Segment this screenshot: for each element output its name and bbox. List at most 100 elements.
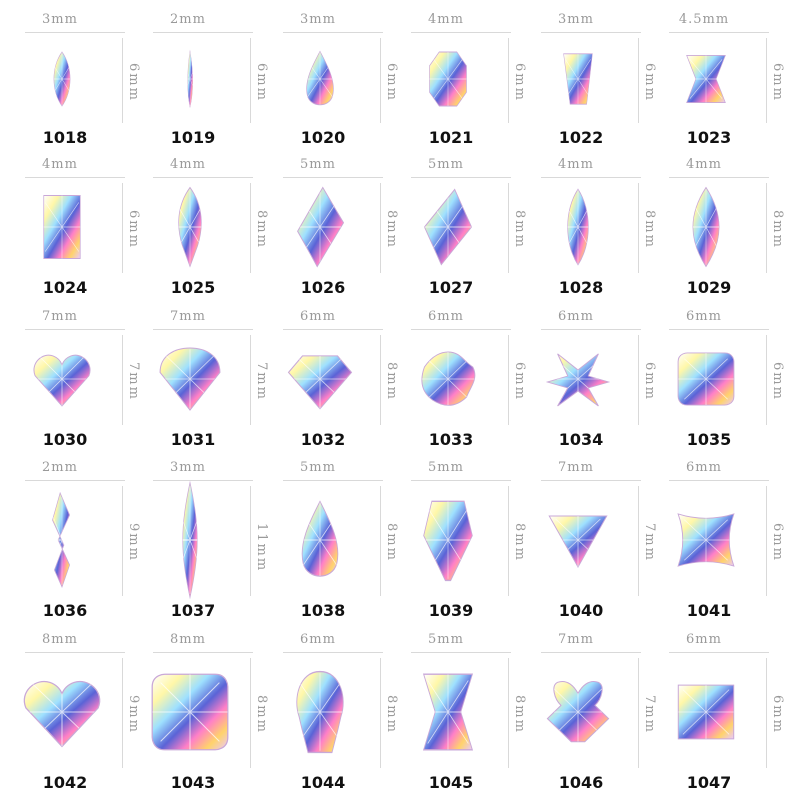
width-label: 5mm xyxy=(428,157,464,172)
width-label: 3mm xyxy=(42,12,78,27)
width-label: 7mm xyxy=(170,309,206,324)
width-guide-line xyxy=(411,32,511,33)
width-guide-line xyxy=(541,652,641,653)
rhinestone-concave-square-image xyxy=(677,512,735,567)
height-guide-line xyxy=(638,38,639,123)
gem-cell-1021: 4mm 6mm 1021 xyxy=(386,10,527,150)
width-label: 8mm xyxy=(170,632,206,647)
product-code: 1027 xyxy=(428,278,474,297)
product-code: 1043 xyxy=(170,773,216,792)
rhinestone-teardrop-image xyxy=(306,50,334,106)
product-code: 1047 xyxy=(686,773,732,792)
width-label: 2mm xyxy=(170,12,206,27)
gem-cell-1035: 6mm 6mm 1035 xyxy=(644,307,785,452)
width-label: 6mm xyxy=(686,309,722,324)
gem-cell-1036: 2mm 9mm 1036 xyxy=(0,458,141,623)
width-guide-line xyxy=(25,329,125,330)
width-label: 6mm xyxy=(300,309,336,324)
product-code: 1045 xyxy=(428,773,474,792)
height-guide-line xyxy=(508,38,509,123)
product-code: 1029 xyxy=(686,278,732,297)
product-code: 1035 xyxy=(686,430,732,449)
width-guide-line xyxy=(283,32,383,33)
height-guide-line xyxy=(508,486,509,596)
gem-cell-1039: 5mm 8mm 1039 xyxy=(386,458,527,623)
rhinestone-long-marquise-image xyxy=(182,480,198,599)
width-guide-line xyxy=(283,177,383,178)
product-code: 1038 xyxy=(300,601,346,620)
product-code: 1024 xyxy=(42,278,88,297)
height-guide-line xyxy=(250,486,251,596)
height-guide-line xyxy=(122,486,123,596)
height-guide-line xyxy=(380,183,381,273)
width-guide-line xyxy=(283,329,383,330)
height-guide-line xyxy=(380,658,381,768)
width-label: 8mm xyxy=(42,632,78,647)
rhinestone-rectangle-image xyxy=(43,194,81,259)
gem-cell-1018: 3mm 6mm 1018 xyxy=(0,10,141,150)
height-guide-line xyxy=(508,658,509,768)
height-guide-line xyxy=(250,38,251,123)
width-guide-line xyxy=(153,329,253,330)
gem-cell-1037: 3mm 11mm 1037 xyxy=(128,458,269,623)
width-guide-line xyxy=(541,32,641,33)
rhinestone-shield-image xyxy=(423,500,473,581)
gem-cell-1040: 7mm 7mm 1040 xyxy=(516,458,657,623)
width-label: 5mm xyxy=(428,632,464,647)
width-guide-line xyxy=(669,480,769,481)
rhinestone-kite-image xyxy=(297,186,345,267)
width-guide-line xyxy=(153,32,253,33)
rhinestone-square-image xyxy=(677,684,735,739)
product-code: 1018 xyxy=(42,128,88,147)
width-label: 4mm xyxy=(42,157,78,172)
height-guide-line xyxy=(380,335,381,425)
rhinestone-diamond-image xyxy=(287,354,353,409)
height-label: 6mm xyxy=(770,523,785,562)
gem-cell-1026: 5mm 8mm 1026 xyxy=(258,155,399,300)
product-code: 1034 xyxy=(558,430,604,449)
gem-cell-1032: 6mm 8mm 1032 xyxy=(258,307,399,452)
width-label: 3mm xyxy=(300,12,336,27)
height-guide-line xyxy=(250,183,251,273)
width-label: 4mm xyxy=(558,157,594,172)
width-label: 4mm xyxy=(686,157,722,172)
height-label: 6mm xyxy=(770,695,785,734)
rhinestone-triangle-drop-image xyxy=(159,346,221,411)
gem-cell-1028: 4mm 8mm 1028 xyxy=(516,155,657,300)
rhinestone-triangle-image xyxy=(548,515,608,568)
width-label: 6mm xyxy=(686,632,722,647)
rhinestone-hourglass-image xyxy=(686,55,726,103)
rhinestone-flower-image xyxy=(421,351,476,406)
gem-cell-1044: 6mm 8mm 1044 xyxy=(258,630,399,795)
product-code: 1042 xyxy=(42,773,88,792)
product-code: 1040 xyxy=(558,601,604,620)
gem-cell-1029: 4mm 8mm 1029 xyxy=(644,155,785,300)
width-label: 7mm xyxy=(42,309,78,324)
width-guide-line xyxy=(25,32,125,33)
width-guide-line xyxy=(411,329,511,330)
height-guide-line xyxy=(250,335,251,425)
width-guide-line xyxy=(411,177,511,178)
width-guide-line xyxy=(283,652,383,653)
gem-cell-1027: 5mm 8mm 1027 xyxy=(386,155,527,300)
width-guide-line xyxy=(25,480,125,481)
gem-cell-1046: 7mm 7mm 1046 xyxy=(516,630,657,795)
height-guide-line xyxy=(766,183,767,273)
height-guide-line xyxy=(508,183,509,273)
rhinestone-butterfly-image xyxy=(545,352,611,406)
width-label: 2mm xyxy=(42,460,78,475)
gem-cell-1034: 6mm 6mm 1034 xyxy=(516,307,657,452)
height-guide-line xyxy=(766,486,767,596)
width-guide-line xyxy=(25,177,125,178)
width-guide-line xyxy=(25,652,125,653)
width-guide-line xyxy=(153,177,253,178)
product-code: 1033 xyxy=(428,430,474,449)
width-guide-line xyxy=(153,480,253,481)
rhinestone-cushion-image xyxy=(677,351,735,406)
rhinestone-trapezoid-image xyxy=(563,53,593,105)
width-guide-line xyxy=(669,329,769,330)
product-code: 1030 xyxy=(42,430,88,449)
gem-cell-1033: 6mm 6mm 1033 xyxy=(386,307,527,452)
rhinestone-marquise-image xyxy=(53,51,71,107)
